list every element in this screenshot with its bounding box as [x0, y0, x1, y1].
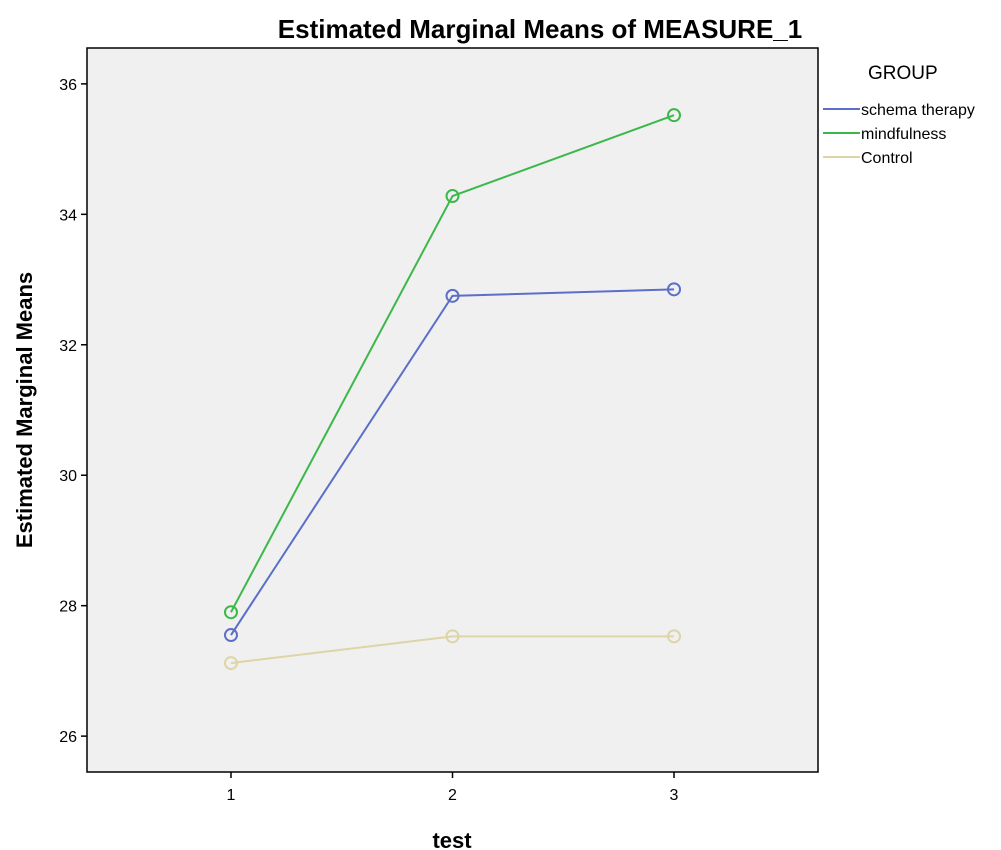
- data-point: [223, 628, 238, 643]
- series-mindfulness: [223, 108, 682, 620]
- x-axis-title: test: [432, 828, 472, 850]
- data-point: [445, 629, 460, 644]
- y-tick-label: 36: [59, 77, 77, 94]
- legend-title: GROUP: [868, 63, 938, 84]
- legend-item: mindfulness: [823, 126, 946, 143]
- data-point: [667, 282, 682, 297]
- series-line: [230, 635, 675, 665]
- data-point: [445, 189, 460, 204]
- series-line: [230, 114, 675, 613]
- data-point: [223, 656, 238, 671]
- legend: GROUP schema therapy mindfulness Control: [823, 63, 975, 167]
- y-tick-label: 34: [59, 207, 77, 224]
- chart-title: Estimated Marginal Means of MEASURE_1: [278, 14, 802, 44]
- series-schema-therapy: [223, 282, 682, 643]
- x-tick-label: 1: [227, 787, 236, 804]
- data-point: [223, 605, 238, 620]
- data-point: [667, 629, 682, 644]
- legend-item: Control: [823, 150, 913, 167]
- data-point: [667, 108, 682, 123]
- legend-items: schema therapy mindfulness Control: [823, 102, 975, 167]
- series-line: [230, 288, 675, 636]
- legend-label: schema therapy: [861, 102, 975, 119]
- legend-label: Control: [861, 150, 913, 167]
- x-tick-label: 3: [670, 787, 679, 804]
- legend-label: mindfulness: [861, 126, 946, 143]
- y-tick-label: 32: [59, 338, 77, 355]
- series-control: [223, 629, 682, 671]
- y-tick-label: 30: [59, 468, 77, 485]
- y-tick-label: 26: [59, 729, 77, 746]
- x-axis: 1 2 3: [227, 772, 679, 804]
- series-layer: [223, 108, 682, 671]
- plot-area: [86, 47, 819, 773]
- y-tick-label: 28: [59, 599, 77, 616]
- x-tick-label: 2: [448, 787, 457, 804]
- legend-item: schema therapy: [823, 102, 975, 119]
- data-point: [445, 288, 460, 303]
- y-axis-title: Estimated Marginal Means: [12, 272, 37, 548]
- y-axis: 26 28 30 32 34 36: [59, 77, 87, 746]
